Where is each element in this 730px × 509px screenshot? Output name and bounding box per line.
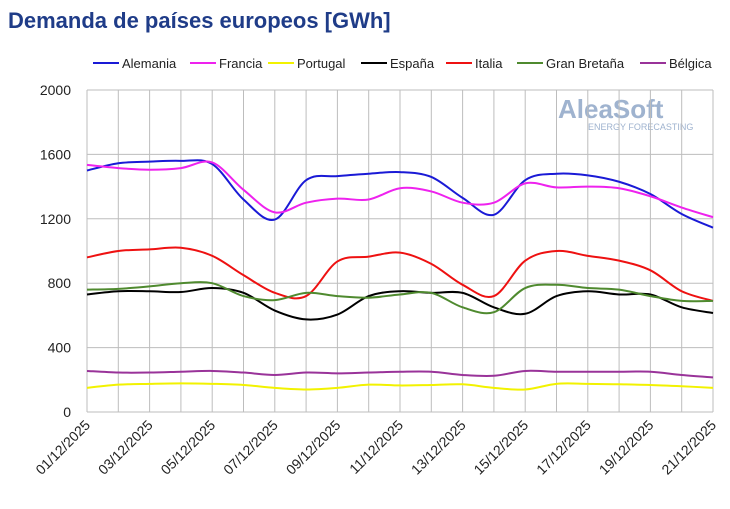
x-tick-label: 01/12/2025 (32, 417, 93, 478)
x-tick-label: 15/12/2025 (470, 417, 531, 478)
series-line (86, 287, 714, 321)
x-tick-label: 09/12/2025 (283, 417, 344, 478)
x-tick-label: 13/12/2025 (408, 417, 469, 478)
y-tick-label: 1600 (40, 146, 71, 162)
x-tick-label: 19/12/2025 (596, 417, 657, 478)
x-tick-label: 07/12/2025 (220, 417, 281, 478)
y-tick-label: 0 (63, 404, 71, 420)
series-line (86, 369, 714, 379)
x-tick-label: 21/12/2025 (658, 417, 719, 478)
x-tick-label: 03/12/2025 (95, 417, 156, 478)
legend-label: Gran Bretaña (546, 56, 625, 71)
x-tick-label: 17/12/2025 (533, 417, 594, 478)
y-tick-label: 800 (48, 275, 72, 291)
chart-title: Demanda de países europeos [GWh] (8, 8, 391, 33)
watermark: AleaSoft (558, 94, 664, 124)
legend-label: España (390, 56, 435, 71)
y-tick-label: 2000 (40, 82, 71, 98)
legend-label: Alemania (122, 56, 177, 71)
legend-label: Italia (475, 56, 503, 71)
x-tick-label: 05/12/2025 (157, 417, 218, 478)
legend-label: Portugal (297, 56, 346, 71)
y-tick-label: 400 (48, 340, 72, 356)
legend-label: Bélgica (669, 56, 712, 71)
legend-label: Francia (219, 56, 263, 71)
watermark-tagline: ENERGY FORECASTING (588, 122, 693, 132)
series-line (86, 281, 714, 315)
series-line (86, 160, 714, 219)
series-line (86, 159, 714, 229)
series-line (86, 246, 714, 302)
series-line (86, 382, 714, 391)
y-tick-label: 1200 (40, 211, 71, 227)
x-tick-label: 11/12/2025 (346, 417, 406, 477)
